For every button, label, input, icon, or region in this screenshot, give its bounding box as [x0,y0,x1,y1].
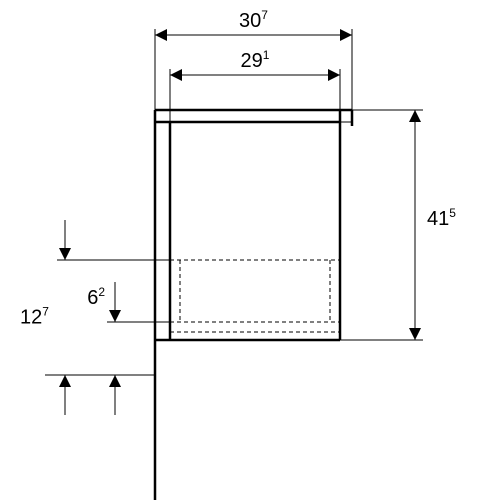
svg-text:62: 62 [87,285,105,309]
svg-text:127: 127 [20,305,49,329]
svg-text:415: 415 [427,206,456,230]
svg-text:291: 291 [241,48,270,72]
svg-text:307: 307 [239,8,268,32]
